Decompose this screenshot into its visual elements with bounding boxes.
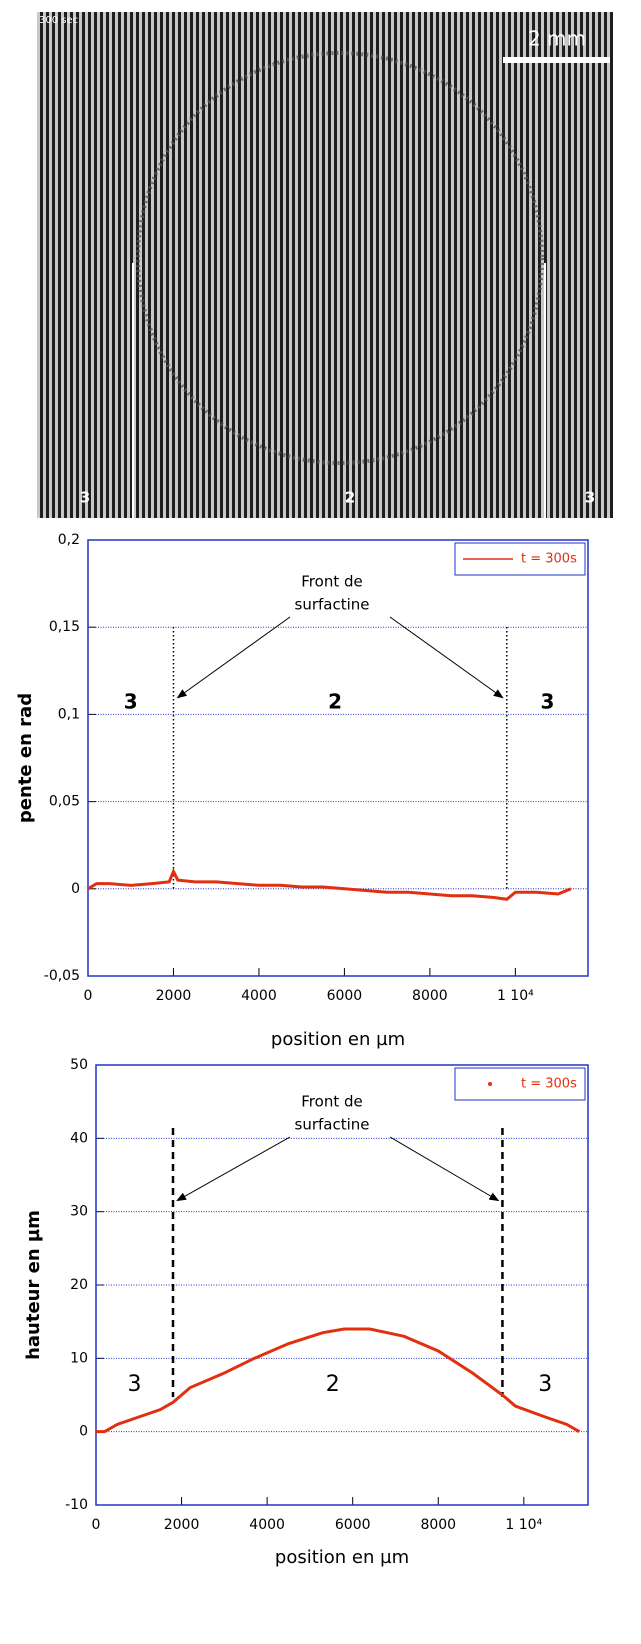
x-tick-label: 6000 — [327, 988, 363, 1004]
x-tick-label: 1 10⁴ — [497, 988, 534, 1004]
arrow — [176, 1136, 291, 1202]
y-axis-label: hauteur en µm — [23, 1210, 44, 1360]
region-label: 2 — [345, 489, 355, 507]
y-tick-label: 0 — [79, 1424, 88, 1440]
data-line — [96, 1327, 581, 1434]
arrow — [389, 616, 504, 699]
x-tick-label: 2000 — [164, 1517, 200, 1533]
y-tick-label: 0 — [71, 881, 80, 897]
annotation: Front de — [301, 573, 362, 591]
y-tick-label: 10 — [70, 1350, 88, 1366]
region-label: 2 — [328, 690, 342, 714]
scale-bar — [503, 57, 610, 63]
x-tick-label: 4000 — [241, 988, 277, 1004]
y-tick-label: 0,15 — [49, 619, 80, 635]
y-tick-label: 0,05 — [49, 794, 80, 810]
x-tick-label: 8000 — [420, 1517, 456, 1533]
x-tick-label: 6000 — [335, 1517, 371, 1533]
annotation: surfactine — [295, 596, 370, 614]
x-tick-label: 0 — [92, 1517, 101, 1533]
micrograph: 2 mm 300 sec 3 2 3 — [37, 12, 613, 518]
data-line — [87, 867, 572, 901]
arrow — [389, 1136, 500, 1202]
y-tick-label: 20 — [70, 1277, 88, 1293]
plot-frame — [87, 539, 589, 977]
x-axis-label: position en µm — [275, 1547, 409, 1568]
drop-contour — [136, 51, 544, 465]
legend-label: t = 300s — [521, 1077, 577, 1092]
scale-label: 2 mm — [528, 27, 586, 51]
region-label: 3 — [124, 690, 138, 714]
fringes — [37, 12, 613, 518]
region-label: 3 — [540, 690, 554, 714]
legend-label: t = 300s — [521, 552, 577, 567]
y-tick-label: 0,2 — [58, 532, 80, 548]
region-label: 2 — [326, 1372, 340, 1397]
x-tick-label: 4000 — [249, 1517, 285, 1533]
annotation: surfactine — [295, 1116, 370, 1134]
y-tick-label: 30 — [70, 1204, 88, 1220]
legend-marker — [488, 1082, 492, 1086]
region-label: 3 — [585, 489, 595, 507]
x-axis-label: position en µm — [271, 1029, 405, 1050]
y-axis-label: pente en rad — [15, 693, 36, 823]
y-tick-label: 0,1 — [58, 706, 80, 722]
arrow — [176, 616, 291, 699]
x-tick-label: 0 — [84, 988, 93, 1004]
y-tick-label: -0,05 — [44, 968, 80, 984]
x-tick-label: 2000 — [156, 988, 192, 1004]
x-tick-label: 8000 — [412, 988, 448, 1004]
region-label: 3 — [80, 489, 90, 507]
annotation: Front de — [301, 1093, 362, 1111]
region-label: 3 — [128, 1372, 142, 1397]
legend-box — [454, 1067, 586, 1101]
plot-frame — [95, 1064, 589, 1506]
x-tick-label: 1 10⁴ — [505, 1517, 542, 1533]
region-label: 3 — [538, 1372, 552, 1397]
timestamp: 300 sec — [39, 15, 78, 26]
y-tick-label: 40 — [70, 1130, 88, 1146]
y-tick-label: -10 — [65, 1497, 88, 1513]
y-tick-label: 50 — [70, 1057, 88, 1073]
